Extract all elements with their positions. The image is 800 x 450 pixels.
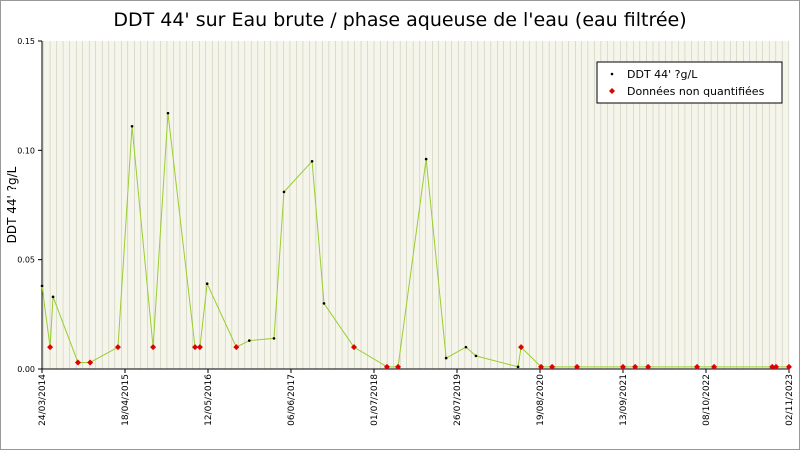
point bbox=[192, 344, 199, 351]
point bbox=[786, 363, 792, 370]
point bbox=[350, 344, 357, 351]
point bbox=[395, 363, 402, 370]
legend-box bbox=[596, 61, 783, 104]
point bbox=[620, 363, 626, 370]
x-tick-label: 01/07/2018 bbox=[370, 374, 380, 426]
point bbox=[632, 363, 639, 370]
point bbox=[47, 344, 54, 351]
point bbox=[150, 344, 157, 351]
point bbox=[464, 345, 468, 349]
point bbox=[272, 337, 276, 340]
point bbox=[773, 363, 780, 370]
x-tick-label: 13/09/2021 bbox=[619, 374, 629, 426]
y-tick-label: 0.15 bbox=[17, 37, 35, 46]
x-tick-label: 19/08/2020 bbox=[536, 374, 546, 426]
point bbox=[574, 363, 581, 370]
point bbox=[166, 111, 170, 115]
legend-marker bbox=[609, 88, 615, 94]
point bbox=[130, 124, 134, 128]
y-tick-label: 0.00 bbox=[17, 365, 35, 374]
point bbox=[205, 282, 209, 286]
y-tick-label: 0.10 bbox=[17, 146, 35, 155]
point bbox=[769, 363, 776, 370]
point bbox=[474, 354, 478, 358]
x-tick-label: 06/06/2017 bbox=[287, 374, 297, 426]
point bbox=[74, 359, 81, 366]
point bbox=[322, 302, 326, 305]
point bbox=[516, 365, 520, 369]
legend-label: Données non quantifiées bbox=[627, 85, 765, 98]
x-tick-label: 18/04/2015 bbox=[121, 374, 131, 426]
point bbox=[645, 363, 652, 370]
x-tick-label: 08/10/2022 bbox=[702, 374, 712, 426]
y-axis-label: DDT 44' ?g/L bbox=[5, 166, 19, 243]
legend-marker bbox=[610, 72, 614, 76]
y-tick-label: 0.05 bbox=[17, 256, 35, 265]
point bbox=[549, 363, 556, 370]
x-tick-label: 24/03/2014 bbox=[38, 374, 48, 426]
point bbox=[114, 344, 121, 351]
point bbox=[196, 344, 203, 351]
point bbox=[87, 359, 94, 366]
chart-title: DDT 44' sur Eau brute / phase aqueuse de… bbox=[113, 9, 686, 31]
point bbox=[247, 339, 251, 342]
point bbox=[444, 356, 448, 360]
x-tick-label: 02/11/2023 bbox=[785, 374, 795, 426]
point bbox=[694, 363, 701, 370]
point bbox=[40, 284, 44, 288]
x-tick-label: 12/05/2016 bbox=[204, 374, 214, 426]
point bbox=[310, 159, 314, 163]
point bbox=[538, 363, 545, 370]
x-tick-label: 26/07/2019 bbox=[453, 374, 463, 426]
point bbox=[518, 344, 525, 351]
point bbox=[383, 363, 390, 370]
point bbox=[51, 295, 55, 299]
point bbox=[424, 157, 428, 161]
point bbox=[711, 363, 718, 370]
point bbox=[233, 344, 240, 351]
point bbox=[282, 190, 286, 194]
legend-label: DDT 44' ?g/L bbox=[627, 68, 698, 81]
